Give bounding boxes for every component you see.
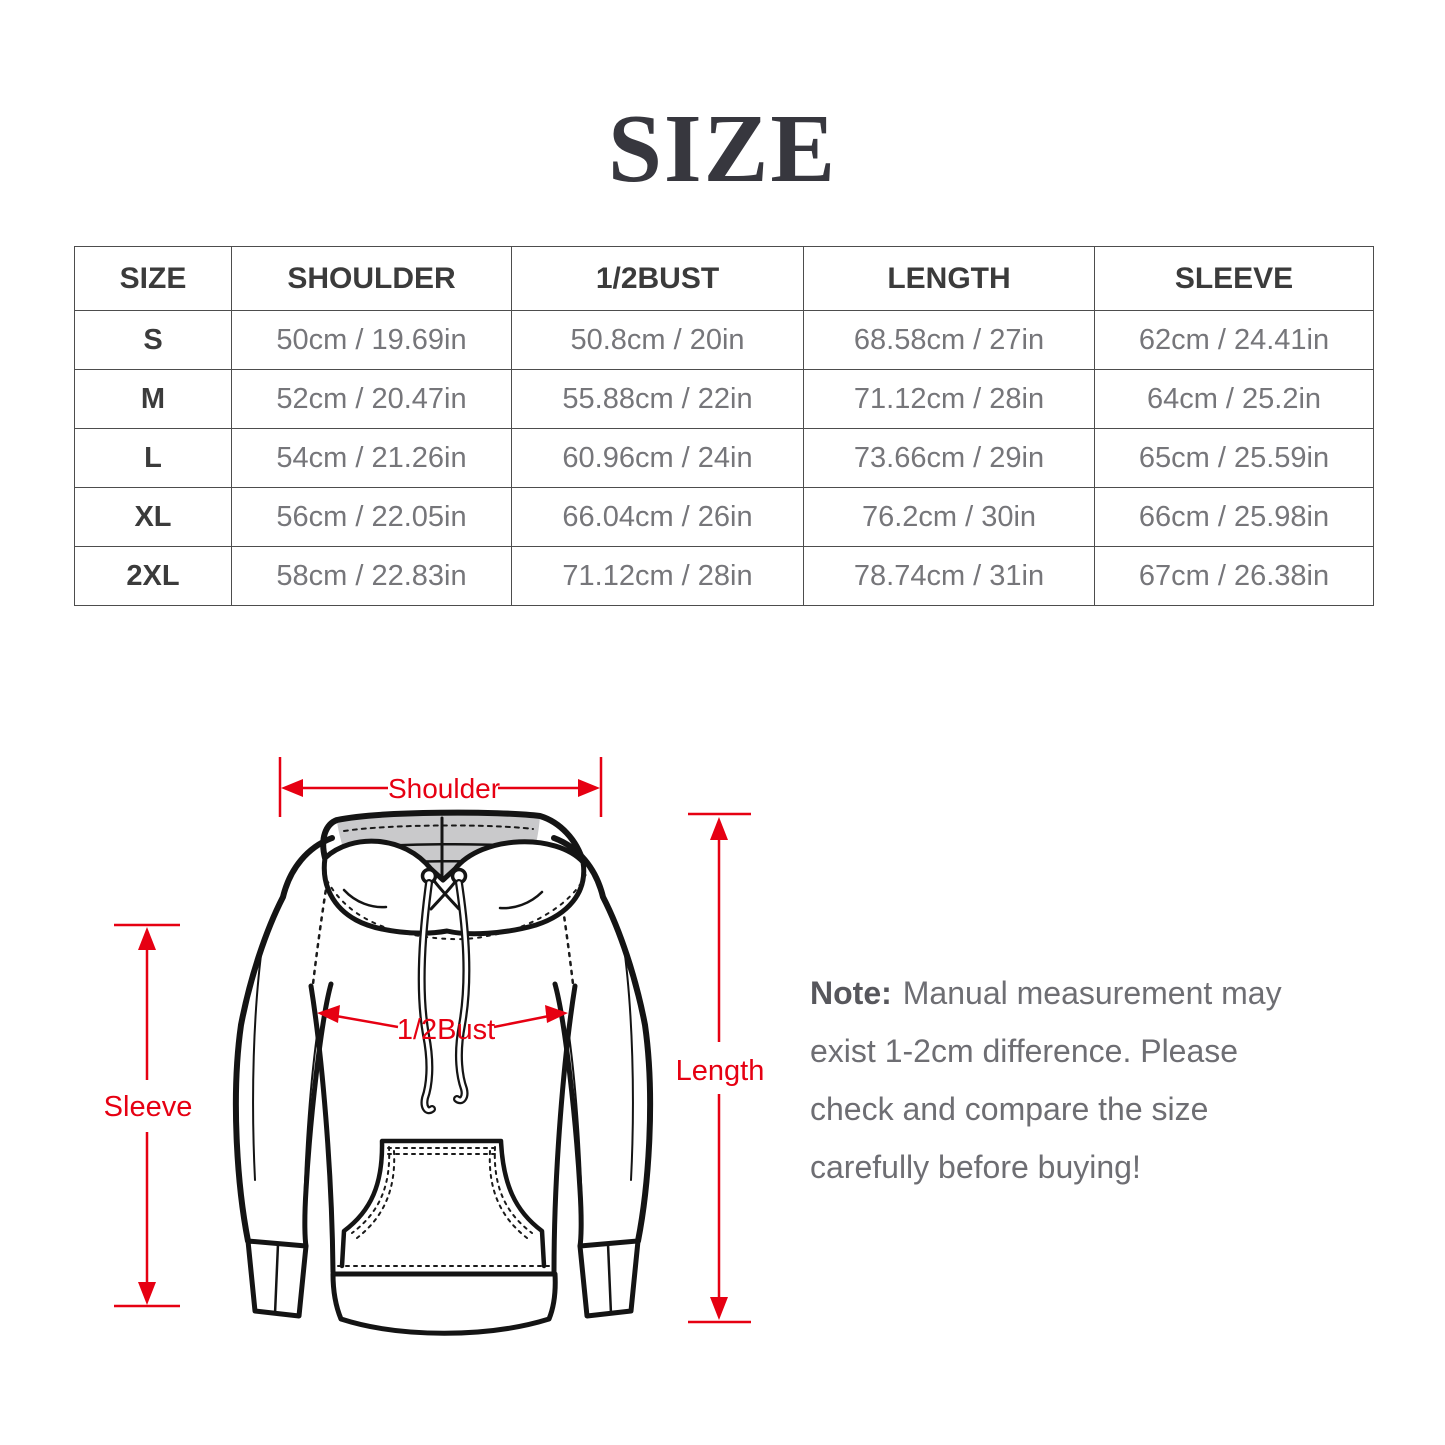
note-line: exist 1-2cm difference. Please <box>810 1033 1239 1069</box>
note-line: check and compare the size <box>810 1091 1209 1127</box>
note-line: Note: Manual measurement may <box>810 964 1320 1022</box>
cell-sleeve: 64cm / 25.2in <box>1094 369 1374 429</box>
cell-length: 78.74cm / 31in <box>803 546 1095 606</box>
hoodie-drawing <box>232 809 654 1336</box>
table-row: S 50cm / 19.69in 50.8cm / 20in 68.58cm /… <box>74 310 1374 370</box>
cell-length: 73.66cm / 29in <box>803 428 1095 488</box>
table-row: M 52cm / 20.47in 55.88cm / 22in 71.12cm … <box>74 369 1374 429</box>
page-title: SIZE <box>607 95 838 202</box>
cell-shoulder: 54cm / 21.26in <box>231 428 512 488</box>
table-row: 2XL 58cm / 22.83in 71.12cm / 28in 78.74c… <box>74 546 1374 606</box>
cell-halfbust: 50.8cm / 20in <box>511 310 804 370</box>
cell-shoulder: 52cm / 20.47in <box>231 369 512 429</box>
cell-size: S <box>74 310 232 370</box>
cell-shoulder: 58cm / 22.83in <box>231 546 512 606</box>
table-row: L 54cm / 21.26in 60.96cm / 24in 73.66cm … <box>74 428 1374 488</box>
cell-halfbust: 55.88cm / 22in <box>511 369 804 429</box>
cell-sleeve: 66cm / 25.98in <box>1094 487 1374 547</box>
note-line-text: Manual measurement may <box>902 975 1282 1011</box>
col-header-size: SIZE <box>74 246 232 311</box>
cell-sleeve: 65cm / 25.59in <box>1094 428 1374 488</box>
cell-halfbust: 71.12cm / 28in <box>511 546 804 606</box>
note-text: Note: Manual measurement may exist 1-2cm … <box>810 964 1320 1196</box>
col-header-shoulder: SHOULDER <box>231 246 512 311</box>
sleeve-dimension-label: Sleeve <box>104 1091 193 1123</box>
cell-size: L <box>74 428 232 488</box>
cell-size: 2XL <box>74 546 232 606</box>
col-header-length: LENGTH <box>803 246 1095 311</box>
cell-shoulder: 50cm / 19.69in <box>231 310 512 370</box>
table-row: XL 56cm / 22.05in 66.04cm / 26in 76.2cm … <box>74 487 1374 547</box>
cell-size: XL <box>74 487 232 547</box>
length-dimension-label: Length <box>676 1055 765 1087</box>
dimension-length: Length <box>676 812 765 1324</box>
shoulder-dimension-label: Shoulder <box>388 773 500 804</box>
col-header-halfbust: 1/2BUST <box>511 246 804 311</box>
note-label: Note: <box>810 975 892 1011</box>
half-bust-dimension-label: 1/2Bust <box>397 1014 495 1046</box>
size-table: SIZE SHOULDER 1/2BUST LENGTH SLEEVE S 50… <box>74 246 1374 606</box>
dimension-sleeve: Sleeve <box>104 923 193 1308</box>
cell-shoulder: 56cm / 22.05in <box>231 487 512 547</box>
note-line: carefully before buying! <box>810 1149 1141 1185</box>
cell-sleeve: 62cm / 24.41in <box>1094 310 1374 370</box>
cell-length: 76.2cm / 30in <box>803 487 1095 547</box>
cell-halfbust: 66.04cm / 26in <box>511 487 804 547</box>
dimension-shoulder: Shoulder <box>278 757 603 817</box>
cell-size: M <box>74 369 232 429</box>
dimension-half-bust: 1/2Bust <box>317 1005 568 1046</box>
table-header-row: SIZE SHOULDER 1/2BUST LENGTH SLEEVE <box>74 246 1374 311</box>
col-header-sleeve: SLEEVE <box>1094 246 1374 311</box>
cell-halfbust: 60.96cm / 24in <box>511 428 804 488</box>
cell-length: 71.12cm / 28in <box>803 369 1095 429</box>
cell-length: 68.58cm / 27in <box>803 310 1095 370</box>
cell-sleeve: 67cm / 26.38in <box>1094 546 1374 606</box>
